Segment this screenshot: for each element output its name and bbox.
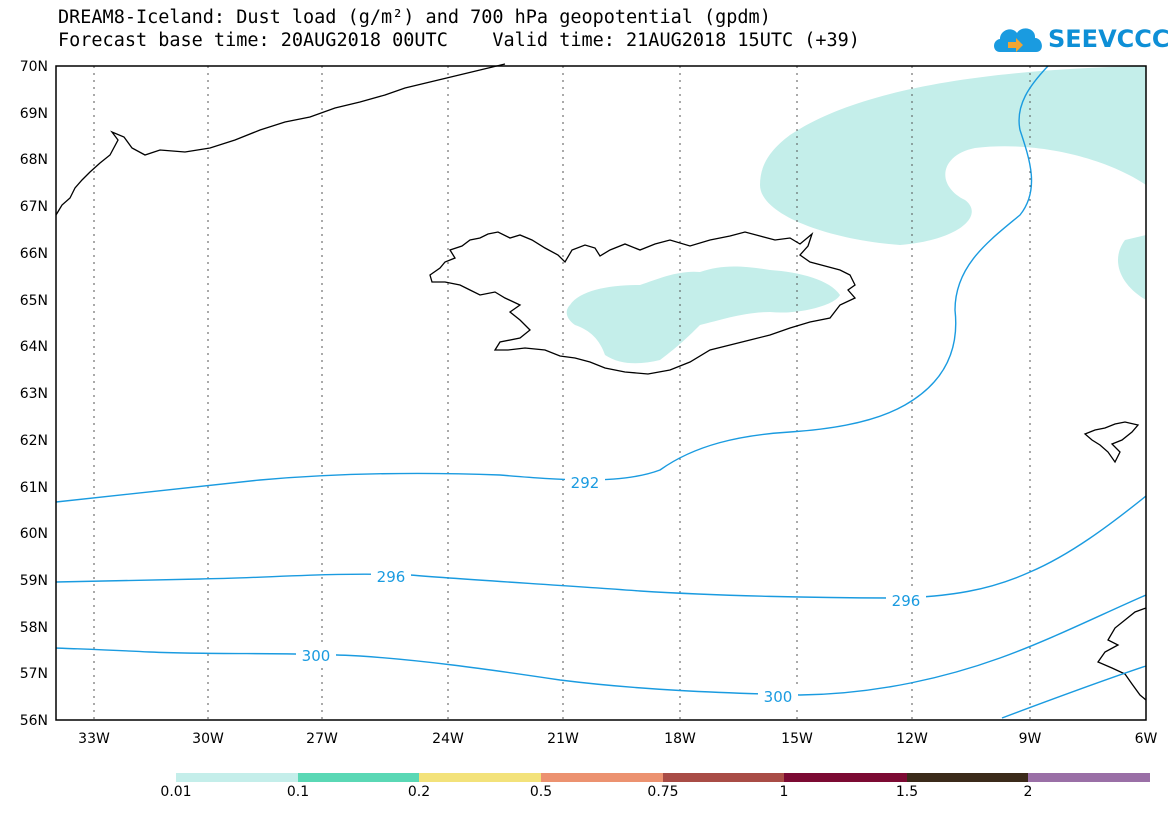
map-frame bbox=[55, 65, 1147, 721]
lat-label: 56N bbox=[20, 713, 48, 729]
lat-label: 64N bbox=[20, 339, 48, 355]
dust-load-areas bbox=[566, 66, 1146, 364]
contour-label: 296 bbox=[377, 568, 406, 586]
colorbar-segment bbox=[663, 773, 784, 782]
colorbar-segment bbox=[541, 773, 663, 782]
contour-292 bbox=[55, 65, 1049, 503]
lat-label: 59N bbox=[20, 573, 48, 589]
colorbar-label: 2 bbox=[1023, 784, 1033, 800]
colorbar-label: 0.01 bbox=[160, 784, 192, 800]
colorbar-label: 0.75 bbox=[647, 784, 679, 800]
contour-label: 300 bbox=[302, 647, 331, 665]
lat-label: 70N bbox=[20, 59, 48, 75]
contour-labels: 292 296 296 300 300 bbox=[296, 472, 926, 706]
logo-text: SEEVCCC bbox=[1048, 25, 1170, 53]
lat-label: 60N bbox=[20, 526, 48, 542]
colorbar-segment bbox=[419, 773, 541, 782]
map-subtitle: Forecast base time: 20AUG2018 00UTC Vali… bbox=[58, 30, 860, 51]
iceland-coast bbox=[429, 231, 857, 375]
dust-area-iceland bbox=[566, 266, 840, 364]
contour-label: 296 bbox=[892, 592, 921, 610]
contour-304 bbox=[1001, 665, 1147, 719]
colorbar-segment bbox=[1028, 773, 1150, 782]
scotland-coast bbox=[1097, 607, 1147, 701]
colorbar-label: 1 bbox=[779, 784, 789, 800]
lat-label: 68N bbox=[20, 152, 48, 168]
lat-label: 62N bbox=[20, 433, 48, 449]
lon-label: 21W bbox=[547, 731, 579, 747]
dust-area-east-edge bbox=[1117, 235, 1146, 300]
latitude-axis: 70N 69N 68N 67N 66N 65N 64N 63N 62N 61N … bbox=[20, 59, 48, 729]
contour-label: 292 bbox=[571, 474, 600, 492]
colorbar-label: 1.5 bbox=[895, 784, 919, 800]
colorbar-segment bbox=[176, 773, 298, 782]
greenland-coast bbox=[55, 63, 506, 216]
lon-label: 9W bbox=[1019, 731, 1042, 747]
lon-label: 33W bbox=[78, 731, 110, 747]
contour-296 bbox=[55, 495, 1147, 599]
lat-label: 61N bbox=[20, 480, 48, 496]
lon-label: 30W bbox=[192, 731, 224, 747]
colorbar-label: 0.2 bbox=[407, 784, 431, 800]
lon-label: 27W bbox=[306, 731, 338, 747]
contour-300 bbox=[55, 594, 1147, 696]
lat-label: 67N bbox=[20, 199, 48, 215]
lat-label: 58N bbox=[20, 620, 48, 636]
contour-label: 300 bbox=[764, 688, 793, 706]
colorbar-label: 0.1 bbox=[286, 784, 310, 800]
seevccc-logo: SEEVCCC bbox=[990, 20, 1170, 60]
lat-label: 65N bbox=[20, 293, 48, 309]
coastlines bbox=[55, 63, 1147, 701]
lat-label: 69N bbox=[20, 106, 48, 122]
lat-label: 63N bbox=[20, 386, 48, 402]
colorbar-segment bbox=[298, 773, 419, 782]
colorbar-segment bbox=[784, 773, 907, 782]
colorbar-segment bbox=[907, 773, 1028, 782]
lon-label: 18W bbox=[664, 731, 696, 747]
geopotential-contours bbox=[55, 65, 1147, 719]
cloud-icon bbox=[994, 28, 1042, 52]
lon-label: 24W bbox=[432, 731, 464, 747]
lat-label: 66N bbox=[20, 246, 48, 262]
lon-label: 15W bbox=[781, 731, 813, 747]
map-title: DREAM8-Iceland: Dust load (g/m²) and 700… bbox=[58, 7, 771, 28]
lat-label: 57N bbox=[20, 666, 48, 682]
lon-label: 6W bbox=[1135, 731, 1158, 747]
lon-label: 12W bbox=[896, 731, 928, 747]
colorbar-label: 0.5 bbox=[529, 784, 553, 800]
faroe-islands bbox=[1083, 421, 1140, 464]
longitude-axis: 33W 30W 27W 24W 21W 18W 15W 12W 9W 6W bbox=[78, 731, 1157, 747]
dust-area-northeast bbox=[760, 66, 1146, 245]
